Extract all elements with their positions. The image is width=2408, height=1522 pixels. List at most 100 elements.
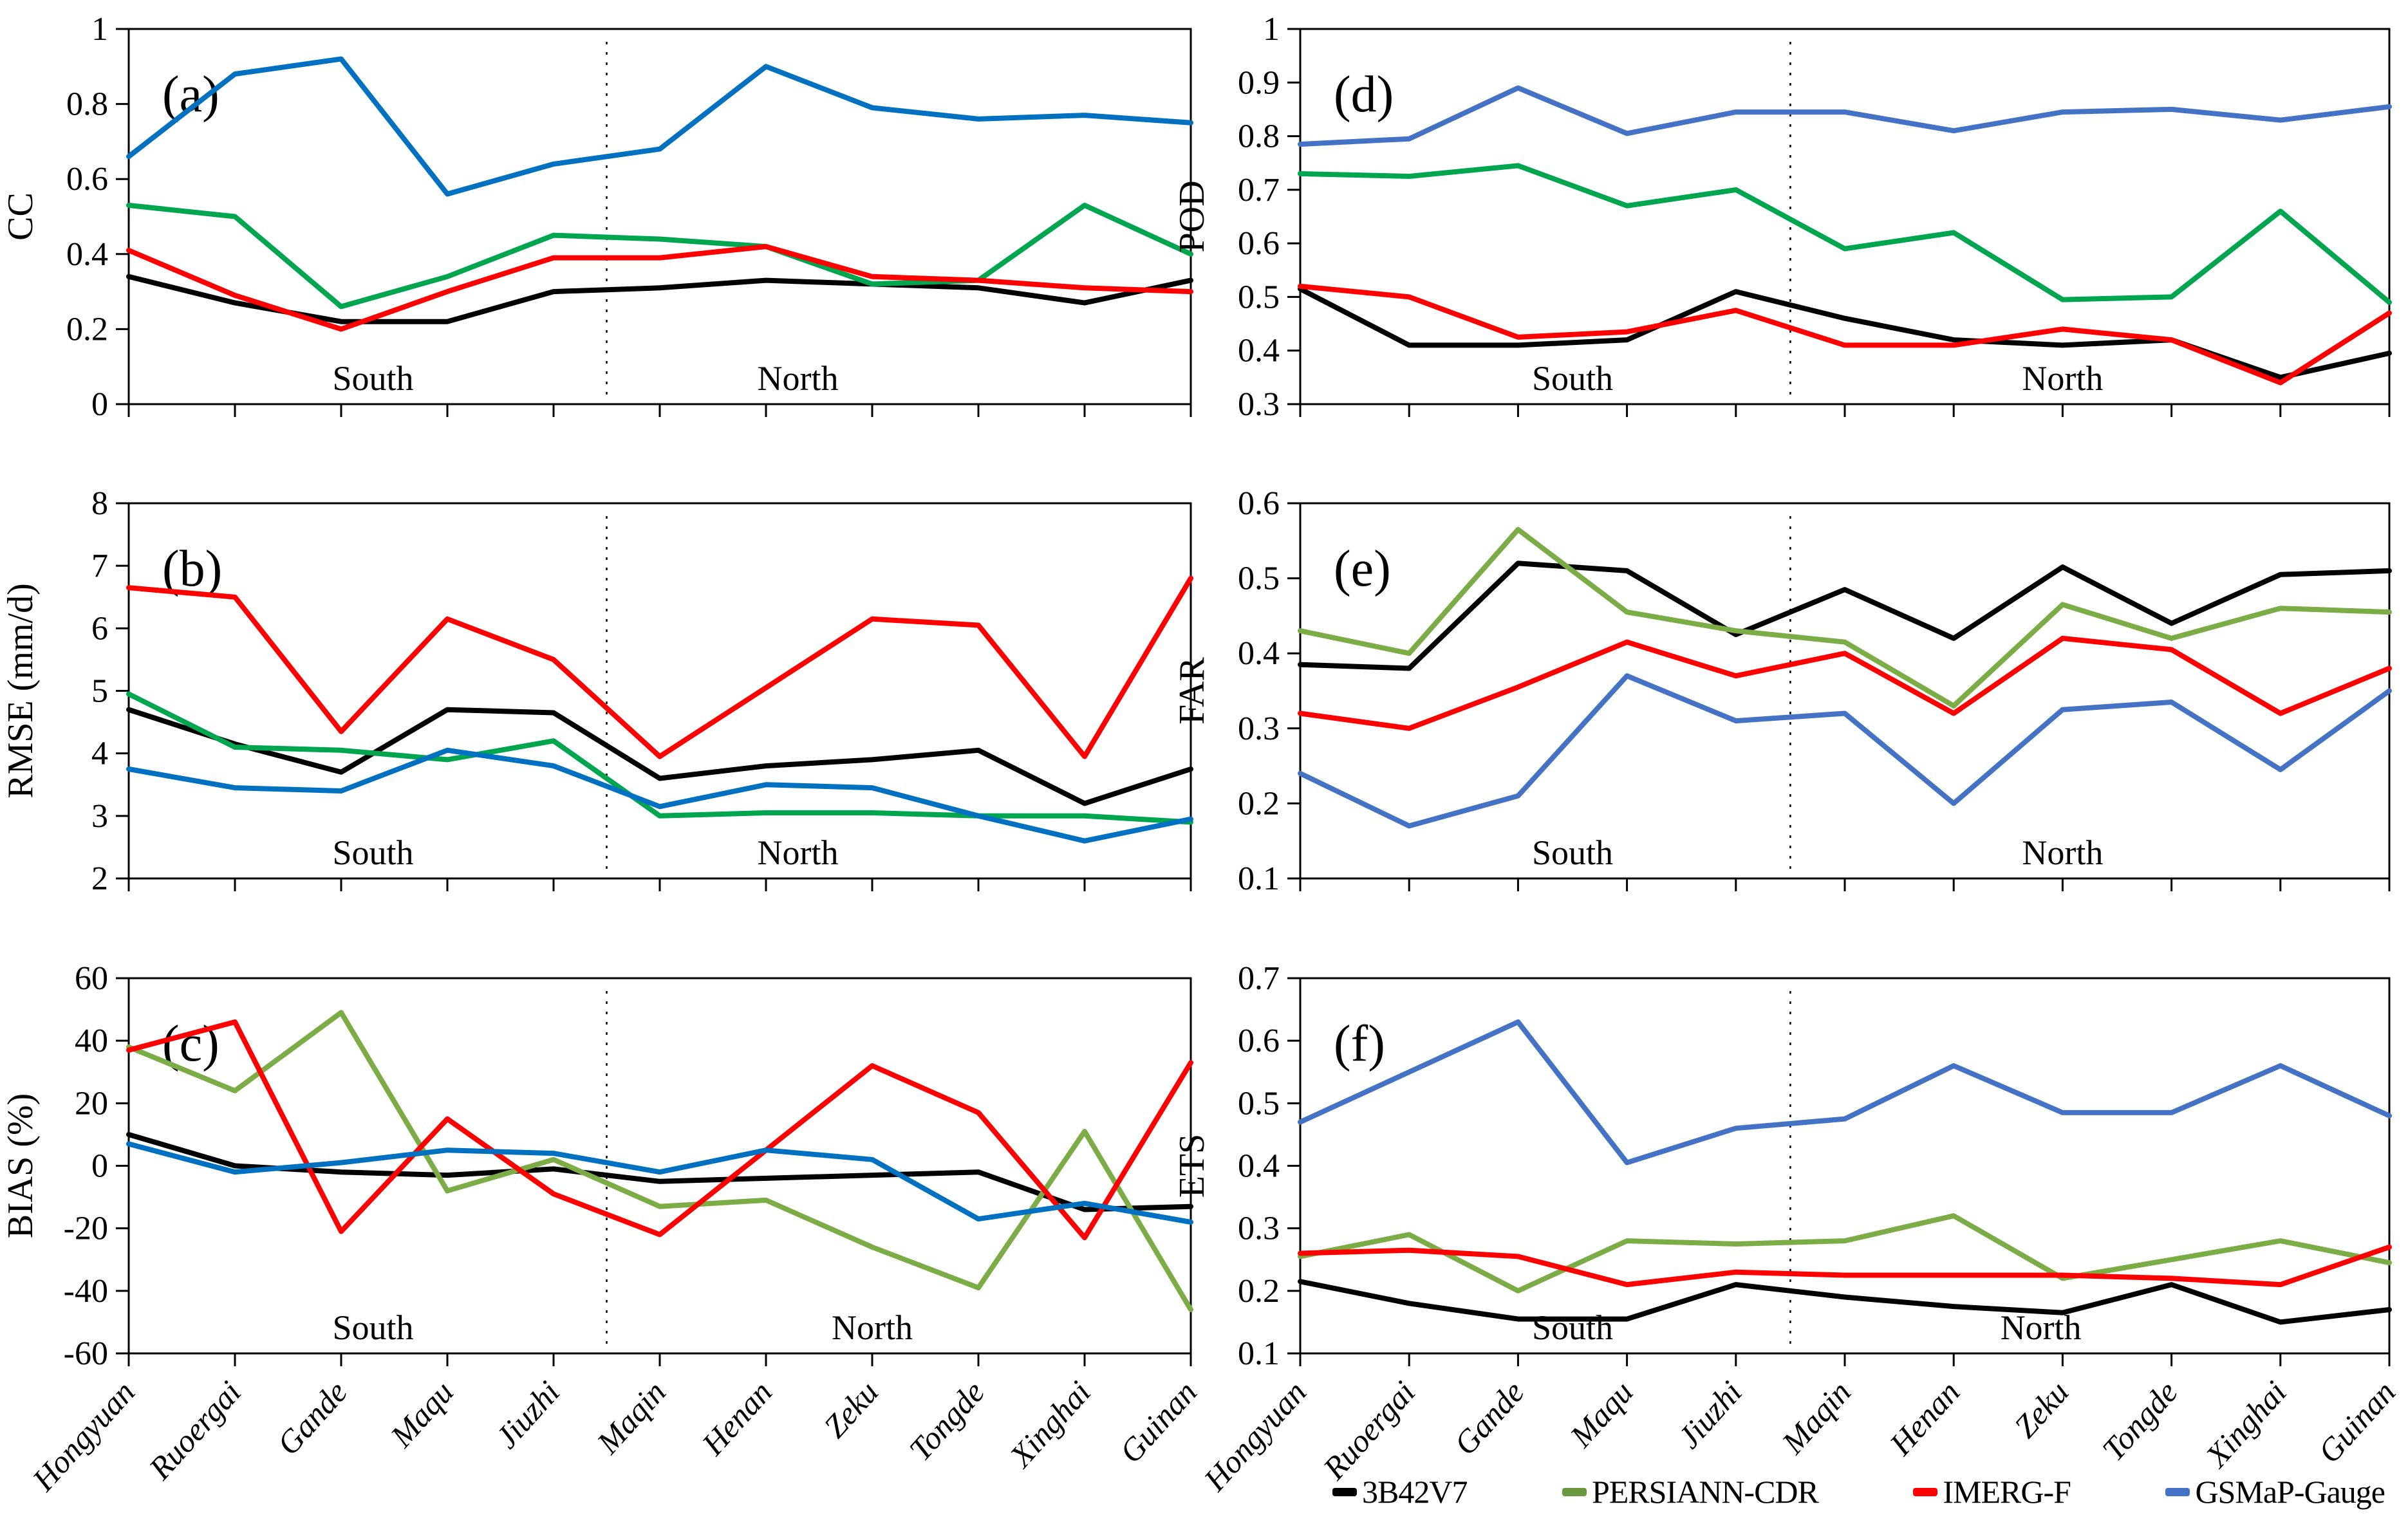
- y-tick-label: 0.1: [1238, 860, 1280, 897]
- y-tick-label: 0: [91, 1148, 108, 1185]
- north-label: North: [2022, 833, 2103, 872]
- panel-b-line-IMERG-F: [126, 575, 1193, 759]
- y-tick-label: 0.4: [1238, 635, 1280, 672]
- panel-e-line-GSMaP-Gauge: [1298, 673, 2392, 829]
- y-tick-label: 20: [75, 1085, 108, 1122]
- panel-b-line-PERSIANN-CDR: [126, 691, 1193, 825]
- y-tick-label: 0.6: [1238, 1023, 1280, 1059]
- x-station-label: Maqin: [1775, 1374, 1858, 1461]
- y-tick-label: 0.5: [1238, 279, 1280, 315]
- panel-d-line-3B42V7: [1298, 286, 2392, 380]
- panel-e-line-PERSIANN-CDR: [1298, 526, 2392, 709]
- y-tick-label: 0.7: [1238, 960, 1280, 997]
- y-tick-label: -60: [64, 1335, 108, 1372]
- y-tick-label: 2: [91, 860, 108, 897]
- x-station-label: Xinghai: [2198, 1374, 2293, 1475]
- south-label: South: [1532, 833, 1613, 872]
- y-tick-label: 0.5: [1238, 1085, 1280, 1122]
- x-station-label: Zeku: [2007, 1374, 2076, 1445]
- y-tick-label: 0.4: [1238, 1148, 1280, 1185]
- panel-f-line-IMERG-F: [1298, 1244, 2392, 1288]
- legend-label: GSMaP-Gauge: [2195, 1474, 2385, 1510]
- x-station-label: Hongyuan: [1197, 1374, 1314, 1498]
- y-tick-label: 0: [91, 386, 108, 423]
- y-tick-label: 6: [91, 610, 108, 647]
- x-station-label: Gande: [270, 1374, 354, 1462]
- panel-e: 0.1 0.2 0.3 0.4 0.5 0.6 FAR South North (e): [1172, 485, 2392, 897]
- panel-b: 2 3 4 5 6 7 8 RMSE (mm/d) South North (b): [1, 485, 1193, 897]
- y-tick-label: 0.2: [1238, 785, 1280, 822]
- y-tick-label: 0.1: [1238, 1335, 1280, 1372]
- y-axis-title: CC: [1, 192, 41, 241]
- legend: 3B42V7 PERSIANN-CDR IMERG-F GSMaP-Gauge: [1326, 1469, 2391, 1515]
- x-station-label: Guinan: [2311, 1374, 2402, 1470]
- y-tick-label: 0.3: [1238, 386, 1280, 423]
- y-tick-label: 0.7: [1238, 172, 1280, 209]
- panel-c: -60 -40 -20 0 20 40 60 Hongyuan Ruoergai Gande Maq…: [1, 960, 1204, 1498]
- south-label: South: [332, 359, 413, 398]
- y-axis-title: POD: [1172, 180, 1212, 252]
- axis-box: [127, 28, 1192, 405]
- y-tick-label: 5: [91, 673, 108, 710]
- y-tick-label: -40: [64, 1273, 108, 1310]
- line-swatch-icon: [1562, 1487, 1587, 1496]
- x-station-label: Henan: [1882, 1374, 1966, 1462]
- y-tick-label: 0.6: [1238, 485, 1280, 522]
- x-station-label: Jiuzhi: [1670, 1374, 1749, 1455]
- panel-b-line-GSMaP-Gauge: [126, 747, 1193, 844]
- y-axis-title: ETS: [1172, 1134, 1212, 1198]
- y-tick-label: 8: [91, 485, 108, 522]
- y-tick-label: 4: [91, 736, 108, 772]
- north-label: North: [2022, 359, 2103, 398]
- south-label: South: [1532, 359, 1613, 398]
- axis-box: [1299, 502, 2391, 880]
- north-label: North: [2001, 1308, 2082, 1347]
- panel-b-line-3B42V7: [126, 707, 1193, 806]
- panel-letter: (b): [162, 541, 222, 597]
- y-tick-label: 40: [75, 1023, 108, 1059]
- y-tick-label: 0.6: [66, 161, 108, 198]
- x-station-label: Ruoergai: [142, 1374, 248, 1487]
- y-tick-label: 0.2: [1238, 1273, 1280, 1310]
- y-axis-title: FAR: [1172, 656, 1212, 724]
- y-tick-label: 0.6: [1238, 225, 1280, 262]
- y-tick-label: -20: [64, 1211, 108, 1247]
- x-station-label: Maqu: [383, 1374, 460, 1454]
- panel-c-line-3B42V7: [126, 1131, 1193, 1212]
- x-station-label: Maqu: [1562, 1374, 1639, 1454]
- panel-letter: (d): [1334, 66, 1394, 123]
- panel-c-line-IMERG-F: [126, 1019, 1193, 1241]
- x-station-label: Tongde: [2095, 1374, 2185, 1468]
- y-tick-label: 0.4: [66, 236, 108, 273]
- y-tick-label: 0.5: [1238, 561, 1280, 597]
- y-tick-label: 0.3: [1238, 1211, 1280, 1247]
- south-label: South: [332, 1308, 413, 1347]
- line-swatch-icon: [1332, 1487, 1357, 1496]
- panel-d: 0.3 0.4 0.5 0.6 0.7 0.8 0.9 1 POD South North (d): [1172, 11, 2392, 423]
- north-label: North: [832, 1308, 913, 1347]
- panel-c-line-PERSIANN-CDR: [126, 1010, 1193, 1312]
- legend-label: IMERG-F: [1943, 1474, 2071, 1510]
- south-label: South: [332, 833, 413, 872]
- panel-a-line-IMERG-F: [126, 244, 1193, 332]
- legend-item-3b42v7: 3B42V7: [1332, 1473, 1468, 1510]
- panel-d-line-IMERG-F: [1298, 283, 2392, 385]
- legend-label: 3B42V7: [1362, 1474, 1468, 1510]
- y-axis-title: BIAS (%): [1, 1093, 41, 1239]
- x-station-label: Hongyuan: [25, 1374, 142, 1498]
- y-tick-label: 0.2: [66, 311, 108, 348]
- north-label: North: [758, 359, 839, 398]
- panel-letter: (e): [1334, 541, 1391, 597]
- y-tick-label: 0.9: [1238, 64, 1280, 101]
- panel-e-line-IMERG-F: [1298, 635, 2392, 731]
- panel-d-line-GSMaP-Gauge: [1298, 85, 2392, 147]
- panel-d-line-PERSIANN-CDR: [1298, 163, 2392, 305]
- panel-f-line-GSMaP-Gauge: [1298, 1019, 2392, 1165]
- legend-item-imerg-f: IMERG-F: [1913, 1473, 2071, 1510]
- panel-letter: (f): [1334, 1016, 1385, 1072]
- panel-a-line-PERSIANN-CDR: [126, 203, 1193, 310]
